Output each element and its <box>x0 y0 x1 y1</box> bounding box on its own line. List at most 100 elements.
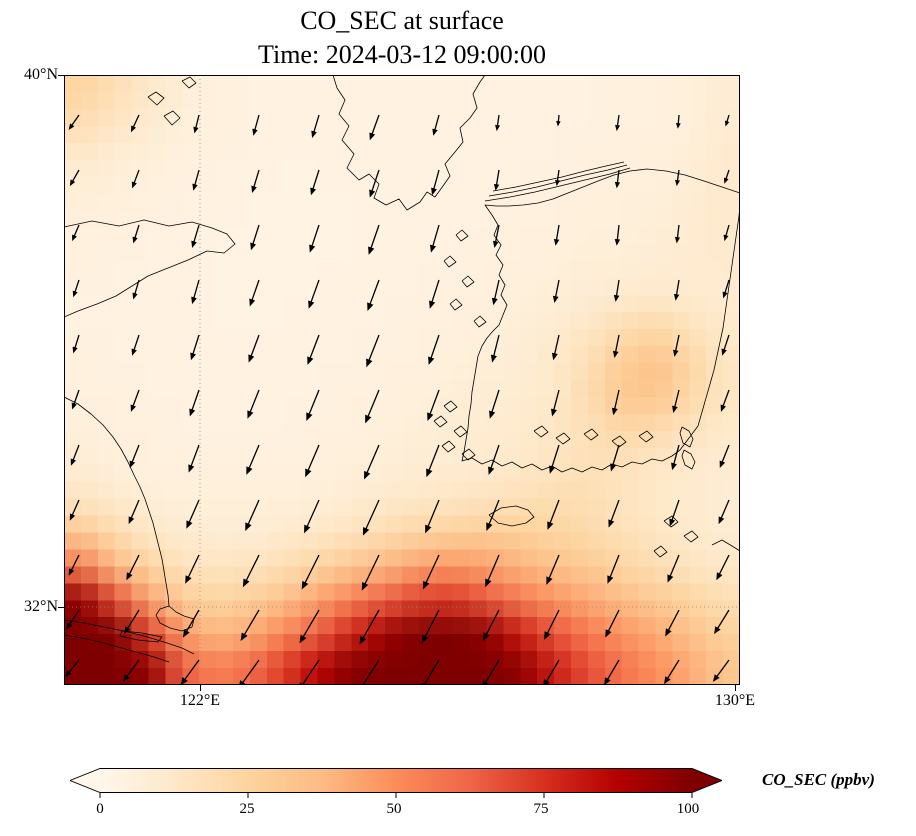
wind-arrow-shaft <box>361 609 380 641</box>
wind-arrow-head <box>362 526 370 536</box>
wind-arrow-head <box>306 412 313 422</box>
colorbar-tick-75: 75 <box>533 801 549 817</box>
wind-arrow-head <box>485 578 492 588</box>
wind-arrow-shaft <box>615 279 620 299</box>
wind-arrow-shaft <box>190 389 200 413</box>
wind-arrow-shaft <box>424 554 440 586</box>
heatmap-canvas <box>64 75 740 685</box>
wind-arrow-head <box>72 290 78 298</box>
wind-arrow-head <box>716 572 723 581</box>
wind-arrow-shaft <box>720 444 730 465</box>
wind-arrow-head <box>307 356 314 365</box>
coastline-path <box>332 75 486 211</box>
wind-arrow-shaft <box>125 609 140 631</box>
wind-arrow-shaft <box>665 659 680 681</box>
wind-arrow-head <box>252 128 258 136</box>
wind-arrow-head <box>132 236 138 244</box>
wind-arrow-shaft <box>550 444 560 470</box>
wind-arrow-shaft <box>191 334 200 357</box>
wind-arrow-shaft <box>722 334 730 353</box>
wind-arrow-shaft <box>132 334 140 353</box>
wind-arrow-shaft <box>668 554 680 579</box>
wind-arrow-head <box>249 298 256 307</box>
wind-arrow-shaft <box>547 554 560 581</box>
wind-arrow-head <box>671 462 677 471</box>
wind-arrow-head <box>242 578 250 588</box>
wind-arrow-head <box>610 463 617 472</box>
wind-arrow-head <box>556 120 561 127</box>
coastlines <box>64 75 740 663</box>
wind-arrow-head <box>124 626 131 635</box>
coastline-path <box>461 448 476 461</box>
wind-arrow-head <box>130 125 136 133</box>
wind-arrow-shaft <box>307 389 320 417</box>
wind-arrow-shaft <box>611 444 620 468</box>
wind-arrow-shaft <box>721 389 730 409</box>
wind-arrow-shaft <box>70 499 80 518</box>
colorbar-bar <box>70 768 722 793</box>
wind-arrow-shaft <box>484 609 500 638</box>
wind-arrow-head <box>611 407 618 416</box>
wind-arrow-shaft <box>251 224 260 247</box>
xtick-122e <box>200 685 201 691</box>
coastline-path <box>484 167 631 202</box>
wind-arrow-shaft <box>193 169 200 188</box>
wind-arrow-head <box>366 358 373 368</box>
coastline-path <box>181 76 197 89</box>
wind-arrow-head <box>131 348 137 356</box>
wind-arrow-shaft <box>423 659 440 685</box>
coastline-path <box>681 449 696 470</box>
wind-arrow-head <box>430 244 437 253</box>
wind-arrow-head <box>72 346 78 354</box>
wind-arrow-head <box>191 240 197 248</box>
wind-arrow-head <box>131 181 137 189</box>
wind-arrow-head <box>673 293 680 301</box>
wind-arrows <box>65 114 730 685</box>
wind-arrow-shaft <box>67 659 80 675</box>
wind-arrow-head <box>547 521 554 530</box>
colorbar-tick-50: 50 <box>386 801 402 817</box>
coastline-path <box>64 634 170 663</box>
wind-arrow-head <box>667 574 674 583</box>
lon-tick-label-122e: 122°E <box>179 692 221 709</box>
wind-arrow-shaft <box>182 659 200 682</box>
wind-arrow-head <box>190 352 197 361</box>
wind-arrow-head <box>301 580 309 590</box>
wind-arrow-head <box>299 634 307 644</box>
wind-arrow-shaft <box>486 554 500 584</box>
wind-arrow-shaft <box>670 499 680 523</box>
wind-arrow-shaft <box>69 554 80 573</box>
wind-arrow-head <box>553 238 560 246</box>
wind-arrow-head <box>130 404 136 412</box>
wind-arrow-shaft <box>433 114 440 133</box>
lon-tick-label-130e: 130°E <box>714 692 756 709</box>
wind-arrow-shaft <box>129 499 140 521</box>
wind-arrow-head <box>304 524 311 534</box>
wind-arrow-head <box>721 348 727 356</box>
wind-arrow-head <box>68 568 75 576</box>
wind-arrow-shaft <box>609 499 620 524</box>
wind-arrow-head <box>664 676 671 685</box>
wind-arrow-head <box>422 580 430 590</box>
wind-arrow-shaft <box>131 389 140 409</box>
wind-arrow-head <box>673 349 679 357</box>
wind-arrow-head <box>428 356 435 365</box>
wind-arrow-head <box>719 460 726 468</box>
wind-arrow-shaft <box>133 279 140 297</box>
coastline-path <box>461 168 740 473</box>
wind-arrow-head <box>186 520 193 529</box>
wind-arrow-shaft <box>492 334 500 359</box>
wind-arrow-shaft <box>242 609 260 638</box>
coastline-path <box>711 539 740 552</box>
wind-arrow-shaft <box>311 169 320 192</box>
wind-arrow-head <box>486 522 493 532</box>
wind-arrow-head <box>550 408 557 417</box>
coastline-path <box>64 396 170 607</box>
coastline-path <box>163 110 181 126</box>
wind-arrow-head <box>368 246 375 255</box>
lat-tick-label-40n: 40°N <box>24 66 58 83</box>
wind-arrow-head <box>369 189 376 198</box>
wind-arrow-shaft <box>545 609 560 636</box>
wind-arrow-head <box>188 464 195 473</box>
wind-arrow-head <box>488 466 495 475</box>
